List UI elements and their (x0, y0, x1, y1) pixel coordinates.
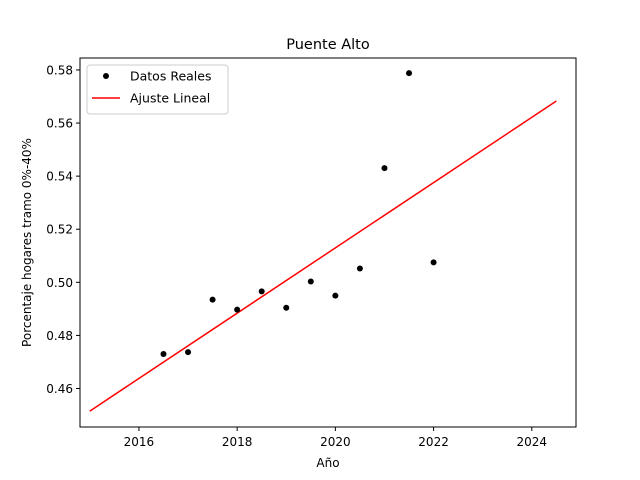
data-point (234, 306, 241, 313)
x-axis-ticks: 2016 2018 2020 2022 2024 (124, 427, 547, 449)
fit-line-layer (89, 100, 557, 412)
data-point (356, 265, 363, 272)
y-tick-label: 0.56 (46, 117, 73, 131)
legend-label-datos-reales: Datos Reales (130, 69, 211, 84)
data-point (283, 304, 290, 311)
data-point (406, 70, 413, 77)
legend: Datos Reales Ajuste Lineal (86, 64, 229, 115)
plot-area (80, 58, 576, 427)
y-tick-label: 0.54 (46, 170, 73, 184)
data-point (258, 288, 265, 295)
fit-line (89, 100, 557, 412)
x-tick-label: 2016 (124, 435, 155, 449)
legend-label-ajuste-lineal: Ajuste Lineal (130, 91, 210, 106)
x-tick-label: 2024 (517, 435, 548, 449)
legend-marker-datos-reales (103, 73, 109, 79)
y-tick-label: 0.58 (46, 63, 73, 77)
chart-title: Puente Alto (286, 37, 370, 53)
plot-frame (79, 57, 577, 428)
legend-box (86, 64, 229, 115)
y-tick-label: 0.46 (46, 382, 73, 396)
y-tick-label: 0.52 (46, 223, 73, 237)
y-tick-label: 0.50 (46, 276, 73, 290)
x-tick-label: 2020 (320, 435, 351, 449)
data-point (307, 278, 314, 285)
x-tick-label: 2018 (222, 435, 253, 449)
data-point (209, 296, 216, 303)
data-point (185, 349, 192, 356)
x-tick-label: 2022 (418, 435, 449, 449)
y-axis-label: Porcentaje hogares tramo 0%-40% (20, 138, 34, 347)
data-point (430, 259, 437, 266)
x-axis-label: Año (316, 456, 339, 470)
points-layer (160, 70, 437, 357)
data-point (332, 292, 339, 299)
y-axis-ticks: 0.46 0.48 0.50 0.52 0.54 0.56 0.58 (46, 63, 80, 396)
y-tick-label: 0.48 (46, 329, 73, 343)
data-point (381, 165, 388, 172)
data-point (160, 350, 167, 357)
